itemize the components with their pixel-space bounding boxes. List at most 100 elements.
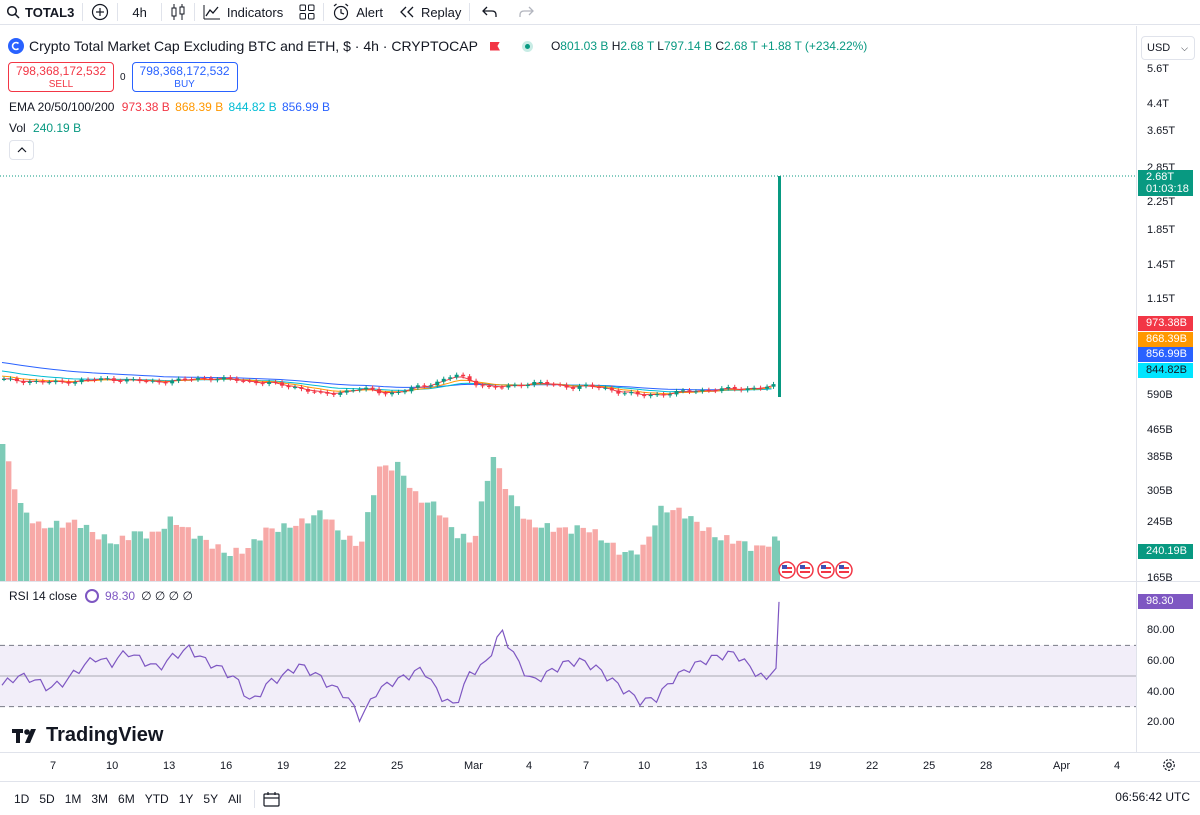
flag-icon[interactable] bbox=[489, 41, 500, 51]
date-range-button[interactable] bbox=[263, 791, 281, 807]
chart-type-button[interactable] bbox=[162, 0, 194, 25]
sell-button[interactable]: 798,368,172,532 SELL bbox=[8, 62, 114, 92]
volume-bar bbox=[442, 517, 449, 581]
price-tick: 1.45T bbox=[1147, 259, 1176, 271]
redo-icon bbox=[519, 6, 535, 17]
price-tick: 590B bbox=[1147, 389, 1173, 401]
symbol-legend: Crypto Total Market Cap Excluding BTC an… bbox=[8, 38, 867, 54]
candle-body bbox=[79, 379, 84, 383]
ema20-badge: 973.38B bbox=[1138, 316, 1193, 331]
rsi-settings-icon[interactable] bbox=[85, 589, 100, 603]
volume-bar bbox=[359, 541, 365, 581]
volume-bar bbox=[502, 489, 509, 581]
volume-bar bbox=[407, 487, 413, 581]
volume-bar bbox=[29, 523, 36, 581]
brand-label: TradingView bbox=[46, 724, 164, 746]
utc-clock[interactable]: 06:56:42 UTC bbox=[1115, 790, 1190, 804]
candle-body bbox=[47, 382, 52, 384]
volume-bar bbox=[712, 537, 718, 581]
candle-body bbox=[111, 378, 116, 381]
volume-bar bbox=[742, 541, 748, 581]
candle-body bbox=[719, 388, 724, 391]
volume-bar bbox=[766, 546, 772, 581]
volume-bar bbox=[718, 540, 724, 581]
divider bbox=[254, 789, 256, 808]
time-tick: 22 bbox=[866, 760, 879, 772]
replay-button[interactable]: Replay bbox=[391, 0, 469, 25]
ema100-value: 844.82 B bbox=[228, 100, 277, 114]
candle-body bbox=[467, 376, 472, 381]
volume-bar bbox=[562, 527, 568, 581]
last-price-badge: 2.68T 01:03:18 bbox=[1138, 170, 1193, 196]
range-5d-button[interactable]: 5D bbox=[39, 791, 55, 806]
vol-label: Vol bbox=[9, 121, 26, 135]
volume-bar bbox=[227, 556, 233, 581]
undo-button[interactable] bbox=[470, 0, 510, 25]
sell-price: 798,368,172,532 bbox=[15, 64, 107, 78]
tradingview-watermark[interactable]: TradingView bbox=[12, 724, 163, 747]
volume-bar bbox=[155, 531, 161, 581]
range-6m-button[interactable]: 6M bbox=[118, 791, 135, 806]
buy-price: 798,368,172,532 bbox=[139, 64, 230, 78]
range-5y-button[interactable]: 5Y bbox=[203, 791, 219, 806]
range-ytd-button[interactable]: YTD bbox=[144, 791, 169, 806]
volume-legend[interactable]: Vol 240.19 B bbox=[9, 121, 81, 135]
volume-bar bbox=[436, 515, 443, 581]
chart-settings-button[interactable] bbox=[1162, 758, 1176, 775]
ema-legend[interactable]: EMA 20/50/100/200 973.38 B 868.39 B 844.… bbox=[9, 100, 330, 114]
range-1y-button[interactable]: 1Y bbox=[178, 791, 194, 806]
time-tick: 13 bbox=[163, 760, 176, 772]
interval-button[interactable]: 4h bbox=[132, 4, 147, 20]
candle-body bbox=[402, 391, 407, 393]
market-status-icon[interactable] bbox=[521, 40, 533, 52]
ema200-line bbox=[1, 362, 772, 391]
volume-bar bbox=[556, 527, 562, 581]
ema50-badge: 868.39B bbox=[1138, 332, 1193, 347]
volume-bar bbox=[257, 540, 263, 581]
bar-countdown: 01:03:18 bbox=[1146, 183, 1189, 195]
redo-button[interactable] bbox=[510, 0, 542, 25]
volume-bar bbox=[197, 535, 203, 581]
currency-selector[interactable]: USD ⌵ bbox=[1141, 36, 1195, 60]
candle-body bbox=[338, 392, 343, 395]
volume-bar bbox=[12, 489, 18, 581]
buy-button[interactable]: 798,368,172,532 BUY bbox=[131, 62, 238, 92]
volume-bar bbox=[622, 552, 628, 581]
indicators-button[interactable]: Indicators bbox=[195, 0, 291, 25]
volume-bar bbox=[269, 528, 275, 581]
range-1m-button[interactable]: 1M bbox=[64, 791, 82, 806]
rsi-legend[interactable]: RSI 14 close 98.30 ∅ ∅ ∅ ∅ bbox=[9, 589, 193, 603]
range-all-button[interactable]: All bbox=[228, 791, 242, 806]
volume-bar bbox=[107, 543, 114, 581]
layouts-button[interactable] bbox=[291, 0, 323, 25]
ohlc-values: O801.03 B H2.68 T L797.14 B C2.68 T +1.8… bbox=[550, 39, 868, 53]
compare-button[interactable] bbox=[83, 0, 117, 25]
collapse-legend-button[interactable] bbox=[9, 140, 34, 160]
range-1d-button[interactable]: 1D bbox=[14, 791, 30, 806]
candle-body bbox=[765, 386, 770, 389]
time-tick: 13 bbox=[695, 760, 708, 772]
divider bbox=[117, 3, 119, 21]
volume-bar bbox=[65, 522, 72, 581]
candle-body bbox=[622, 393, 627, 395]
us-flag-event-icon bbox=[796, 561, 814, 579]
volume-bar bbox=[646, 536, 652, 581]
candle-body bbox=[693, 391, 698, 393]
volume-bar bbox=[544, 523, 550, 581]
time-axis[interactable] bbox=[0, 752, 1200, 780]
volume-bar bbox=[113, 544, 120, 581]
undo-icon bbox=[482, 6, 498, 17]
volume-bar bbox=[245, 548, 251, 581]
price-scale[interactable] bbox=[1136, 26, 1200, 581]
range-3m-button[interactable]: 3M bbox=[91, 791, 109, 806]
candle-body bbox=[131, 379, 136, 381]
symbol-search-button[interactable]: TOTAL3 bbox=[0, 0, 82, 25]
volume-bar bbox=[47, 527, 54, 581]
candle-body bbox=[474, 380, 479, 386]
rsi-scale[interactable] bbox=[1136, 582, 1200, 752]
volume-bar bbox=[377, 466, 383, 581]
volume-bar bbox=[215, 544, 221, 581]
alert-button[interactable]: Alert bbox=[324, 0, 391, 25]
volume-bar bbox=[706, 527, 712, 581]
